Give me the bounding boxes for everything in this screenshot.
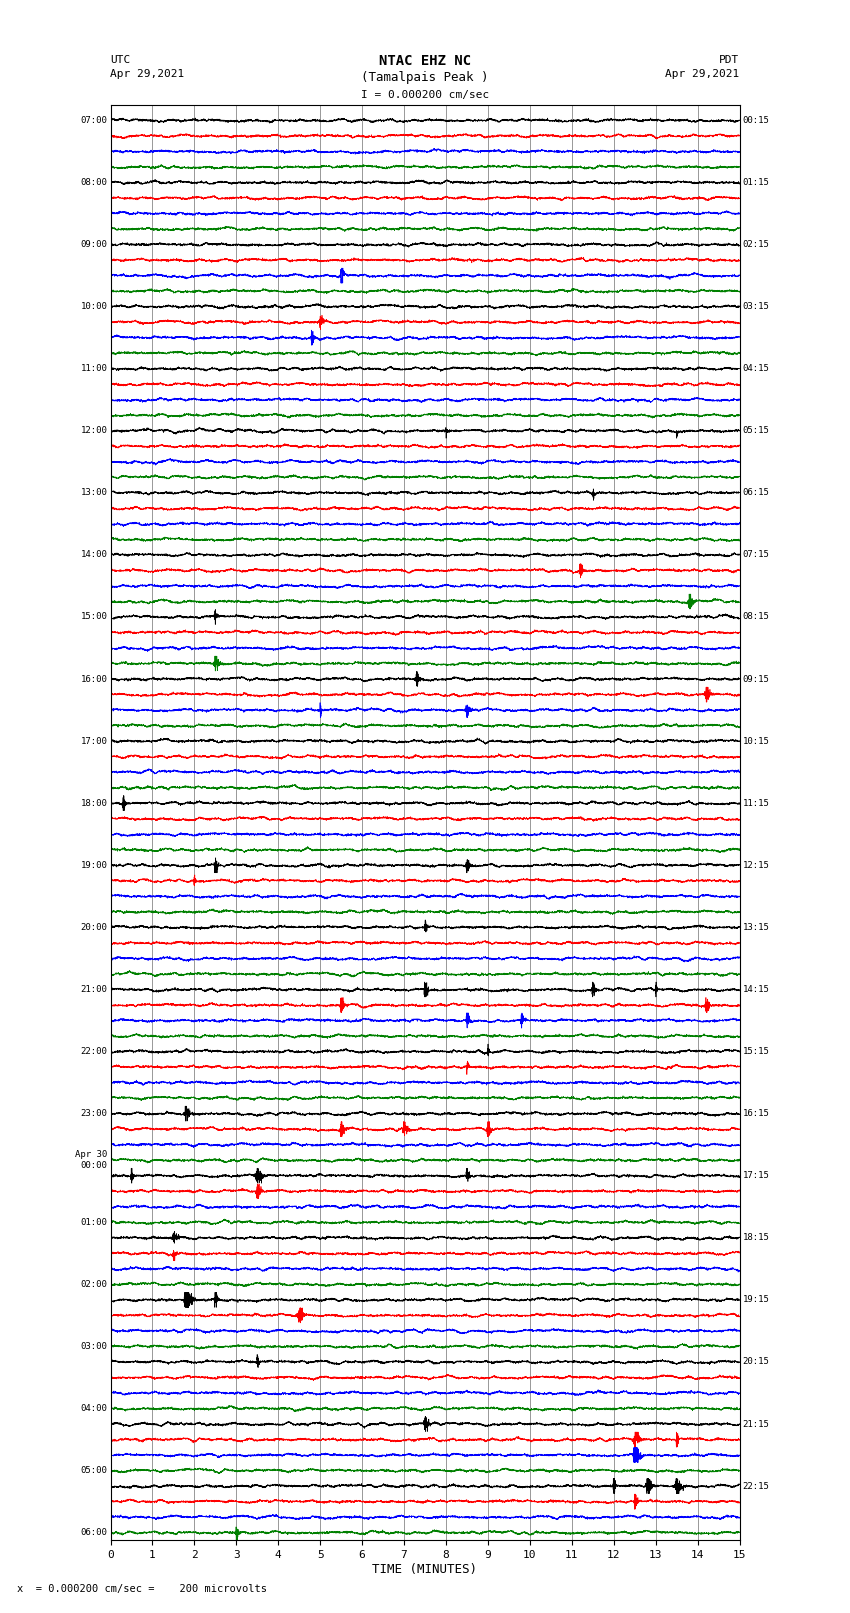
- Text: 14:00: 14:00: [81, 550, 107, 560]
- Text: 23:00: 23:00: [81, 1110, 107, 1118]
- Text: 02:15: 02:15: [743, 240, 769, 248]
- Text: 04:00: 04:00: [81, 1403, 107, 1413]
- Text: 18:15: 18:15: [743, 1234, 769, 1242]
- Text: 19:15: 19:15: [743, 1295, 769, 1305]
- Text: 18:00: 18:00: [81, 798, 107, 808]
- Text: 12:00: 12:00: [81, 426, 107, 436]
- Text: PDT: PDT: [719, 55, 740, 65]
- Text: Apr 30
00:00: Apr 30 00:00: [75, 1150, 107, 1169]
- Text: 20:00: 20:00: [81, 923, 107, 932]
- Text: (Tamalpais Peak ): (Tamalpais Peak ): [361, 71, 489, 84]
- Text: NTAC EHZ NC: NTAC EHZ NC: [379, 53, 471, 68]
- Text: 17:00: 17:00: [81, 737, 107, 745]
- Text: 16:15: 16:15: [743, 1110, 769, 1118]
- Text: 11:00: 11:00: [81, 365, 107, 373]
- Text: 21:00: 21:00: [81, 986, 107, 994]
- Text: 13:00: 13:00: [81, 489, 107, 497]
- Text: 08:15: 08:15: [743, 613, 769, 621]
- Text: Apr 29,2021: Apr 29,2021: [666, 69, 740, 79]
- Text: 15:00: 15:00: [81, 613, 107, 621]
- Text: 06:00: 06:00: [81, 1528, 107, 1537]
- Text: 21:15: 21:15: [743, 1419, 769, 1429]
- Text: 09:15: 09:15: [743, 674, 769, 684]
- Text: 11:15: 11:15: [743, 798, 769, 808]
- Text: 10:00: 10:00: [81, 302, 107, 311]
- Text: 01:00: 01:00: [81, 1218, 107, 1227]
- Text: 03:15: 03:15: [743, 302, 769, 311]
- Text: 16:00: 16:00: [81, 674, 107, 684]
- Text: 17:15: 17:15: [743, 1171, 769, 1181]
- Text: 10:15: 10:15: [743, 737, 769, 745]
- Text: 13:15: 13:15: [743, 923, 769, 932]
- Text: 03:00: 03:00: [81, 1342, 107, 1352]
- Text: 14:15: 14:15: [743, 986, 769, 994]
- Text: I = 0.000200 cm/sec: I = 0.000200 cm/sec: [361, 90, 489, 100]
- Text: 05:00: 05:00: [81, 1466, 107, 1474]
- Text: 04:15: 04:15: [743, 365, 769, 373]
- X-axis label: TIME (MINUTES): TIME (MINUTES): [372, 1563, 478, 1576]
- Text: 22:00: 22:00: [81, 1047, 107, 1057]
- Text: 05:15: 05:15: [743, 426, 769, 436]
- Text: 07:15: 07:15: [743, 550, 769, 560]
- Text: 19:00: 19:00: [81, 861, 107, 869]
- Text: Apr 29,2021: Apr 29,2021: [110, 69, 184, 79]
- Text: 00:15: 00:15: [743, 116, 769, 124]
- Text: 20:15: 20:15: [743, 1358, 769, 1366]
- Text: 07:00: 07:00: [81, 116, 107, 124]
- Text: 06:15: 06:15: [743, 489, 769, 497]
- Text: x  = 0.000200 cm/sec =    200 microvolts: x = 0.000200 cm/sec = 200 microvolts: [17, 1584, 267, 1594]
- Text: 22:15: 22:15: [743, 1482, 769, 1490]
- Text: 12:15: 12:15: [743, 861, 769, 869]
- Text: 02:00: 02:00: [81, 1279, 107, 1289]
- Text: 09:00: 09:00: [81, 240, 107, 248]
- Text: UTC: UTC: [110, 55, 131, 65]
- Text: 01:15: 01:15: [743, 177, 769, 187]
- Text: 15:15: 15:15: [743, 1047, 769, 1057]
- Text: 08:00: 08:00: [81, 177, 107, 187]
